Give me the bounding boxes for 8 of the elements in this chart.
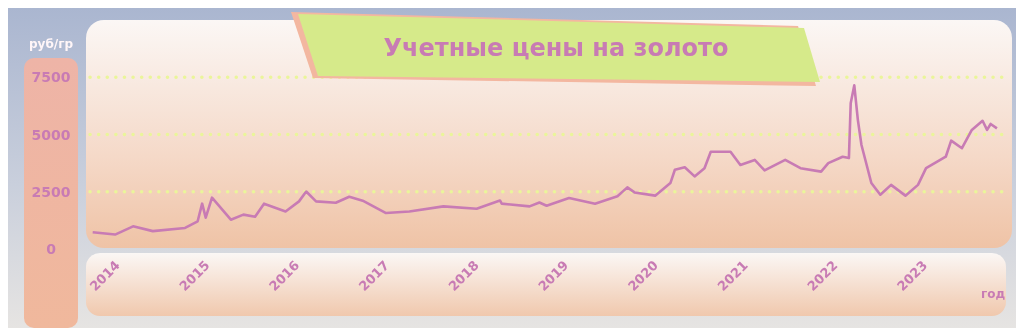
y-tick-label: 2500: [31, 183, 71, 200]
y-axis-title: руб/гр: [28, 37, 74, 51]
text: Учетные цены на золото: [383, 34, 729, 62]
line-series: [91, 83, 999, 236]
y-tick-label: 7500: [31, 69, 71, 86]
y-tick-label: 0: [46, 241, 57, 257]
x-axis-title: год: [980, 287, 1006, 301]
y-tick-label: 5000: [31, 126, 71, 143]
